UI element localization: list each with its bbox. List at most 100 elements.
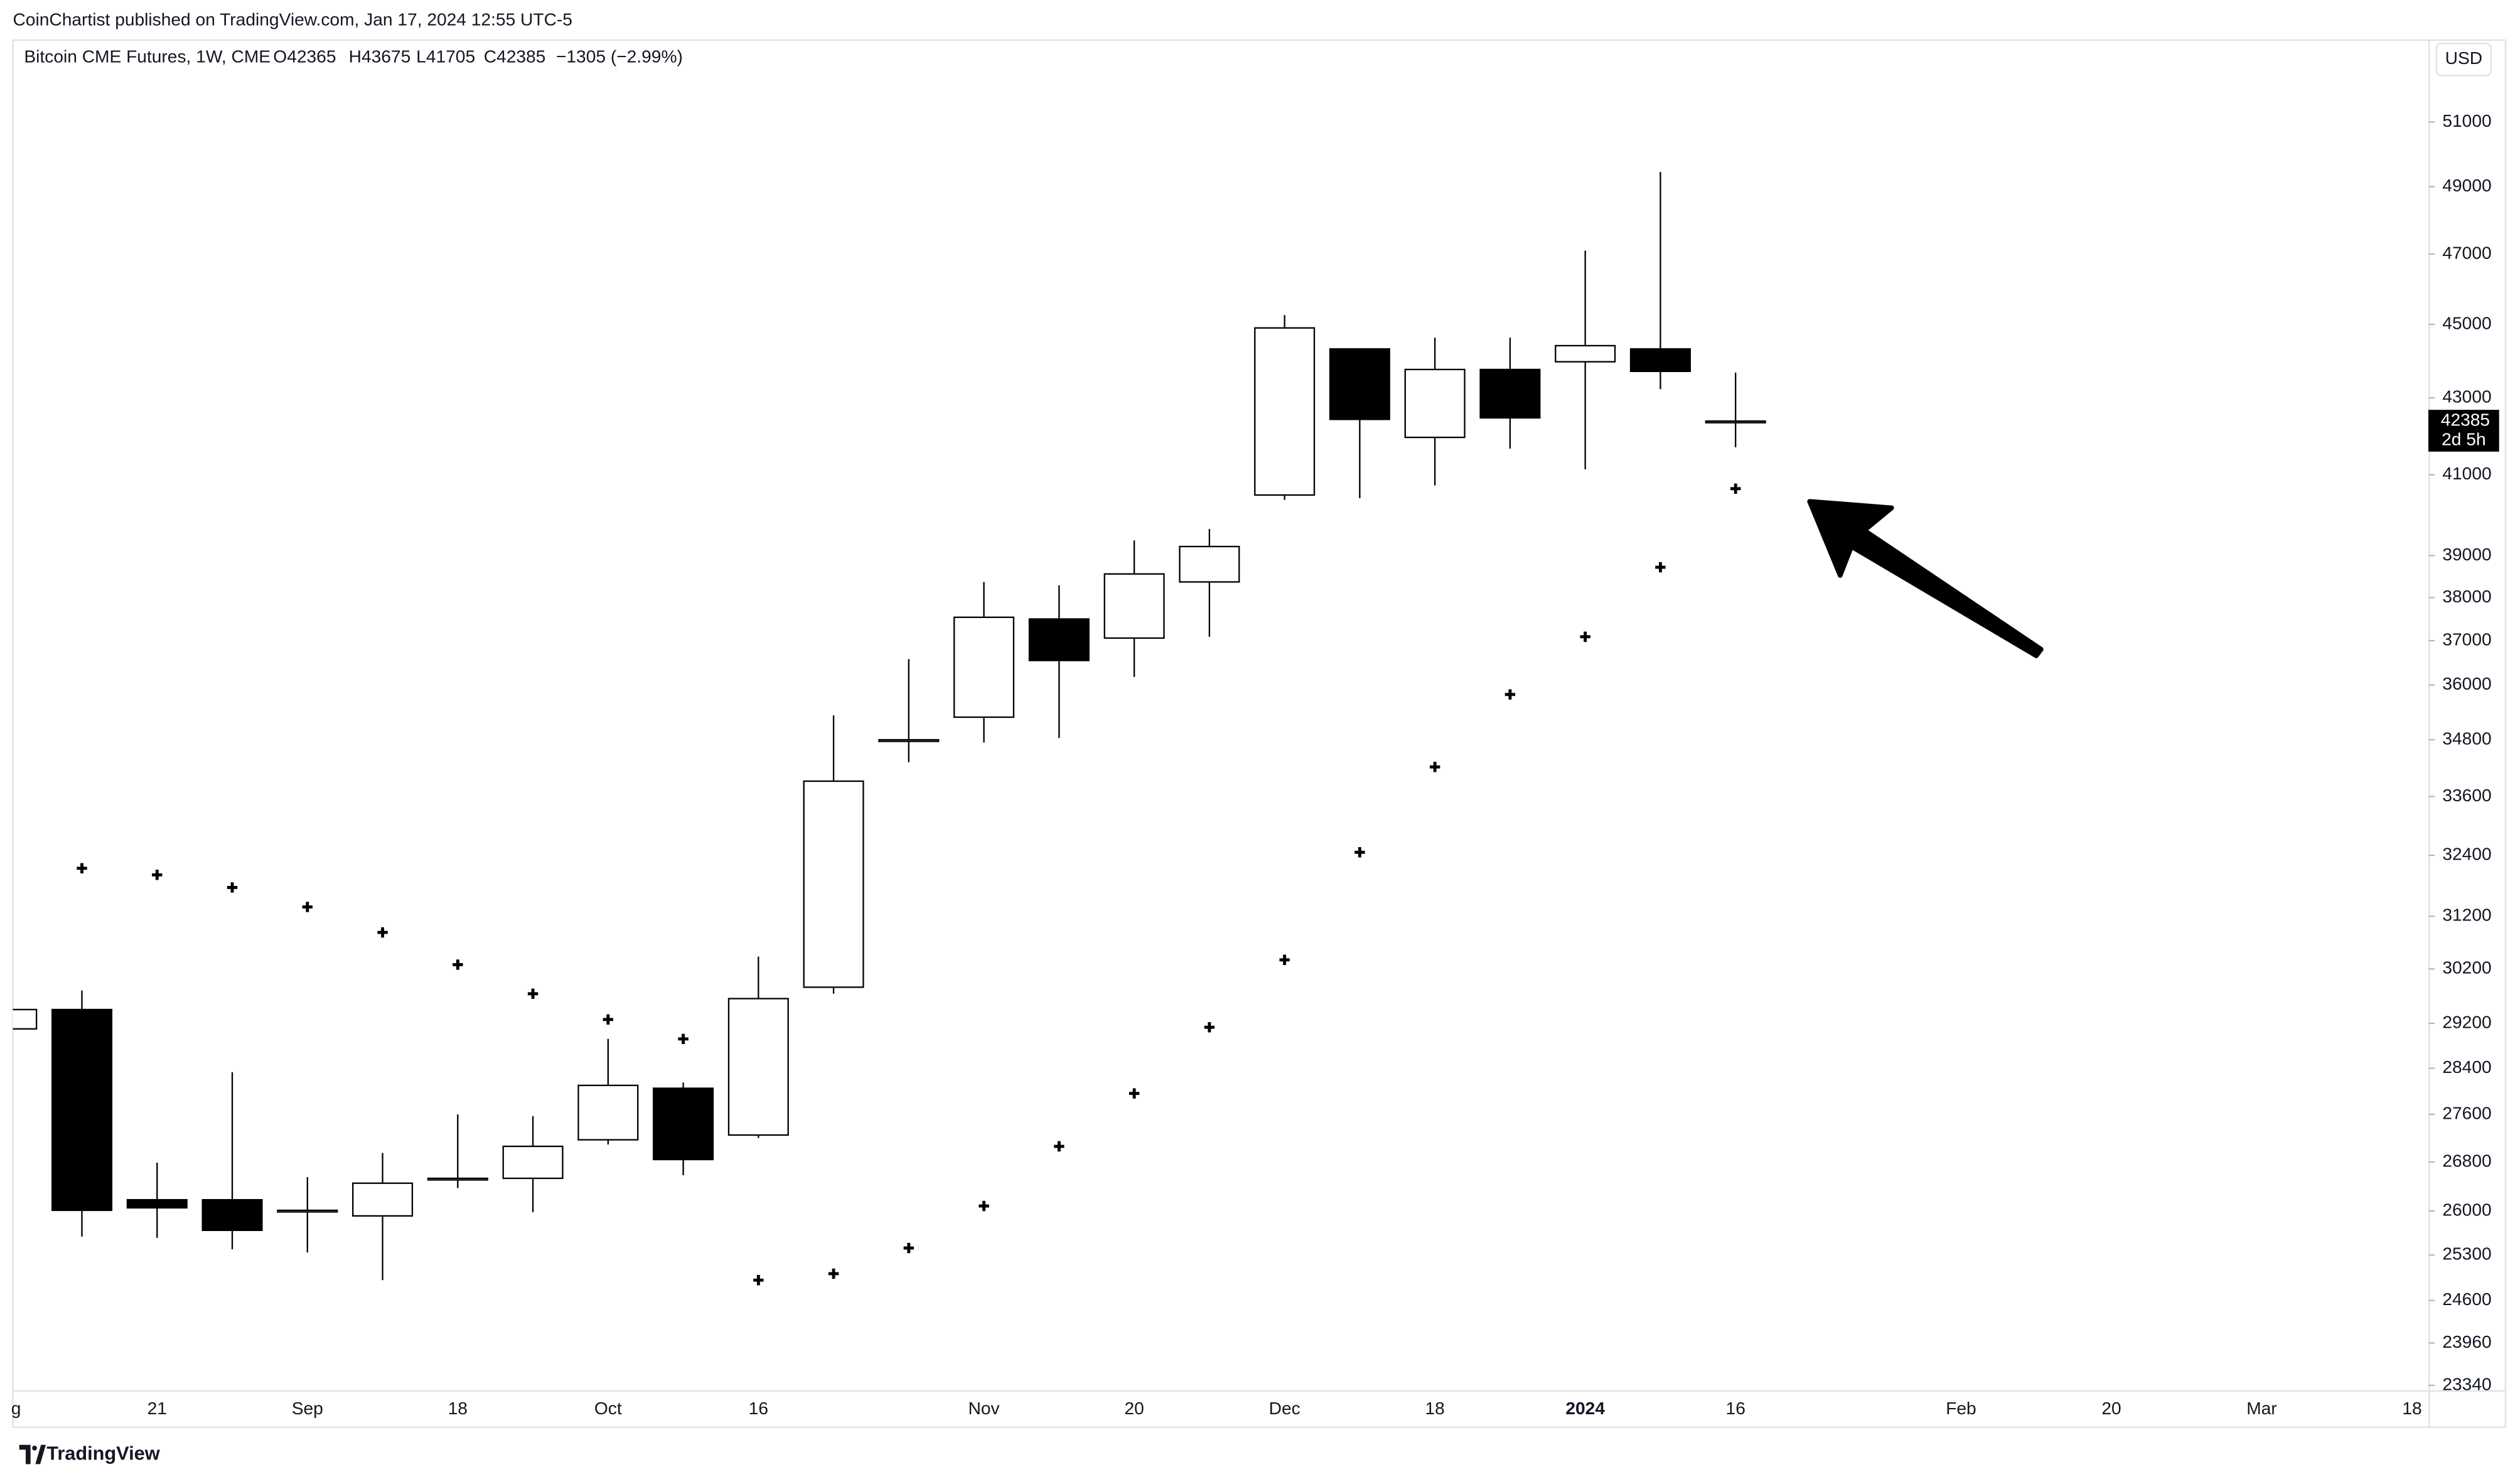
legend-high: H43675 bbox=[349, 46, 411, 67]
sar-point bbox=[979, 1200, 989, 1212]
candle-body bbox=[1479, 368, 1541, 419]
y-tick-label: 37000 bbox=[2442, 629, 2491, 649]
candle-body bbox=[1329, 348, 1390, 420]
x-tick-label: Sep bbox=[292, 1398, 323, 1418]
y-tick-label: 38000 bbox=[2442, 586, 2491, 606]
y-tick-label: 31200 bbox=[2442, 905, 2491, 925]
x-tick-label: Oct bbox=[594, 1398, 622, 1418]
candle-body bbox=[126, 1199, 188, 1209]
currency-box[interactable] bbox=[2435, 42, 2492, 77]
sar-point bbox=[453, 959, 463, 970]
sar-point bbox=[1429, 762, 1440, 772]
candle-body bbox=[1103, 573, 1165, 639]
candle-body bbox=[1179, 545, 1240, 583]
sar-point bbox=[302, 902, 313, 912]
x-tick-label: Feb bbox=[1946, 1398, 1976, 1418]
logo-shape bbox=[19, 1444, 31, 1464]
brand: TradingView bbox=[46, 1442, 159, 1464]
brand-logo bbox=[19, 1444, 46, 1464]
logo-shape bbox=[35, 1444, 46, 1464]
candle-body bbox=[653, 1087, 714, 1161]
sar-point bbox=[1655, 562, 1666, 573]
candle-body bbox=[427, 1177, 488, 1181]
candle-body bbox=[1705, 420, 1766, 424]
candle-body bbox=[1028, 618, 1090, 661]
y-tick-label: 45000 bbox=[2442, 312, 2491, 333]
y-tick-label: 36000 bbox=[2442, 673, 2491, 693]
x-tick-label: 21 bbox=[147, 1398, 167, 1418]
sar-point bbox=[1730, 483, 1741, 494]
sar-point bbox=[1279, 954, 1290, 965]
candle-body bbox=[1555, 344, 1616, 363]
y-tick-label: 28400 bbox=[2442, 1057, 2491, 1077]
y-tick-label: 32400 bbox=[2442, 844, 2491, 864]
candle-body bbox=[1254, 327, 1316, 496]
x-tick-label: 16 bbox=[749, 1398, 768, 1418]
candle-body bbox=[502, 1145, 564, 1180]
x-tick-label: 18 bbox=[2402, 1398, 2421, 1418]
y-tick-label: 25300 bbox=[2442, 1244, 2491, 1264]
x-tick-label: 20 bbox=[1124, 1398, 1144, 1418]
sar-point bbox=[1354, 847, 1365, 858]
legend-close: C42385 bbox=[484, 46, 546, 67]
candle-body bbox=[803, 780, 864, 988]
candle-body bbox=[878, 738, 940, 742]
x-tick-label: Mar bbox=[2246, 1398, 2276, 1418]
candle-body bbox=[727, 998, 789, 1136]
sar-point bbox=[152, 870, 163, 880]
sar-point bbox=[1204, 1021, 1215, 1033]
x-tick-label: 18 bbox=[448, 1398, 468, 1418]
legend-low: L41705 bbox=[416, 46, 475, 67]
logo-dot bbox=[32, 1446, 37, 1451]
x-tick-label: 18 bbox=[1425, 1398, 1445, 1418]
y-tick-label: 47000 bbox=[2442, 242, 2491, 262]
y-tick-label: 29200 bbox=[2442, 1011, 2491, 1032]
candle-body bbox=[51, 1008, 113, 1212]
sar-point bbox=[77, 863, 87, 874]
x-tick-label: 20 bbox=[2101, 1398, 2121, 1418]
x-tick-label: 16 bbox=[1726, 1398, 1745, 1418]
y-tick-label: 24600 bbox=[2442, 1289, 2491, 1309]
publisher: CoinChartist published on TradingView.co… bbox=[13, 9, 572, 29]
y-tick-label: 23340 bbox=[2442, 1373, 2491, 1394]
sar-point bbox=[753, 1275, 764, 1286]
candle-body bbox=[577, 1084, 639, 1141]
candle-body bbox=[277, 1209, 338, 1213]
legend-open: O42365 bbox=[273, 46, 336, 67]
axes: 23340 23960 24600 25300 26000 26800 27600 28400… bbox=[11, 110, 2499, 1418]
candle-body bbox=[1404, 368, 1466, 439]
sar-point bbox=[1129, 1088, 1140, 1099]
y-tick-label: 34800 bbox=[2442, 728, 2491, 748]
y-tick-label: 43000 bbox=[2442, 386, 2491, 406]
currency[interactable]: USD bbox=[2445, 48, 2482, 68]
plot-area bbox=[13, 172, 1766, 1286]
y-tick-label: 27600 bbox=[2442, 1103, 2491, 1123]
y-tick-label: 23960 bbox=[2442, 1331, 2491, 1352]
sar-point bbox=[1504, 689, 1516, 700]
y-tick-label: 26800 bbox=[2442, 1150, 2491, 1170]
y-tick-label: 41000 bbox=[2442, 463, 2491, 483]
sar-point bbox=[527, 988, 539, 999]
y-tick-label: 51000 bbox=[2442, 110, 2491, 131]
sar-point bbox=[1054, 1141, 1064, 1152]
sar-point bbox=[828, 1268, 839, 1279]
x-tick-label: 2024 bbox=[1565, 1398, 1605, 1418]
frame bbox=[12, 39, 2507, 1428]
sar-point bbox=[1580, 631, 1590, 643]
x-tick-label: Dec bbox=[1269, 1398, 1300, 1418]
legend-change: −1305 (−2.99%) bbox=[556, 46, 683, 67]
candle-body bbox=[953, 616, 1015, 718]
candle-body bbox=[201, 1199, 263, 1231]
x-tick-label: g bbox=[11, 1398, 21, 1418]
y-tick-label: 30200 bbox=[2442, 957, 2491, 978]
sar-point bbox=[603, 1014, 614, 1025]
sar-point bbox=[377, 927, 388, 938]
y-tick-label: 49000 bbox=[2442, 175, 2491, 195]
candle-body bbox=[1629, 348, 1691, 372]
countdown-label: 2d 5h bbox=[2442, 429, 2485, 449]
last-price-box bbox=[2428, 410, 2499, 452]
candle-body bbox=[13, 1008, 38, 1030]
